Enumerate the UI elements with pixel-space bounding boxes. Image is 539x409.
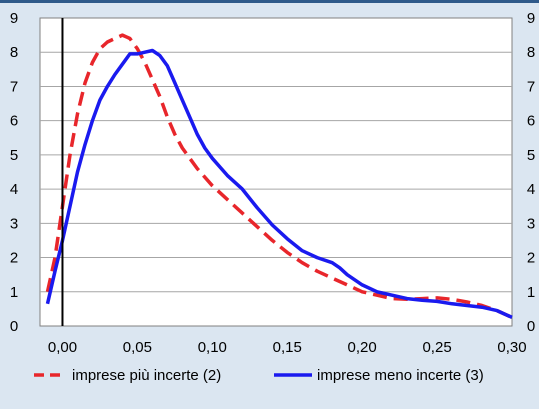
y-right-tick-label: 1 [527, 284, 535, 301]
top-accent-bar [0, 0, 539, 3]
y-right-tick-label: 0 [527, 318, 535, 335]
y-right-tick-label: 8 [527, 44, 535, 61]
y-right-tick-label: 9 [527, 10, 535, 27]
y-left-tick-label: 4 [10, 181, 18, 198]
x-axis-tick-labels: 0,00 0,05 0,10 0,15 0,20 0,25 0,30 [48, 339, 527, 356]
y-right-tick-label: 3 [527, 215, 535, 232]
x-tick-label: 0,25 [422, 339, 451, 356]
y-left-tick-label: 2 [10, 250, 18, 267]
y-left-tick-label: 8 [10, 44, 18, 61]
series-lines [45, 33, 513, 319]
y-right-tick-label: 5 [527, 147, 535, 164]
y-right-tick-label: 7 [527, 78, 535, 95]
y-left-tick-label: 3 [10, 215, 18, 232]
y-right-tick-label: 6 [527, 113, 535, 130]
plot-area [39, 17, 513, 327]
series-line-imprese-piu-incerte [45, 33, 513, 319]
x-tick-label: 0,10 [198, 339, 227, 356]
y-left-tick-label: 9 [10, 10, 18, 27]
legend-label-imprese-meno-incerte: imprese meno incerte (3) [317, 367, 484, 384]
y-right-tick-label: 2 [527, 250, 535, 267]
x-tick-label: 0,05 [123, 339, 152, 356]
y-axis-right-tick-labels: 0 1 2 3 4 5 6 7 8 9 [527, 10, 535, 335]
x-tick-label: 0,15 [273, 339, 302, 356]
x-tick-label: 0,20 [348, 339, 377, 356]
x-tick-label: 0,30 [497, 339, 526, 356]
y-left-tick-label: 5 [10, 147, 18, 164]
gridlines [40, 51, 512, 293]
y-axis-left-tick-labels: 0 1 2 3 4 5 6 7 8 9 [10, 10, 18, 335]
series-line-imprese-meno-incerte [45, 48, 513, 319]
legend: imprese più incerte (2) imprese meno inc… [34, 367, 484, 384]
y-left-tick-label: 1 [10, 284, 18, 301]
x-tick-label: 0,00 [48, 339, 77, 356]
legend-label-imprese-piu-incerte: imprese più incerte (2) [72, 367, 221, 384]
y-right-tick-label: 4 [527, 181, 535, 198]
y-left-tick-label: 7 [10, 78, 18, 95]
y-left-tick-label: 6 [10, 113, 18, 130]
y-left-tick-label: 0 [10, 318, 18, 335]
